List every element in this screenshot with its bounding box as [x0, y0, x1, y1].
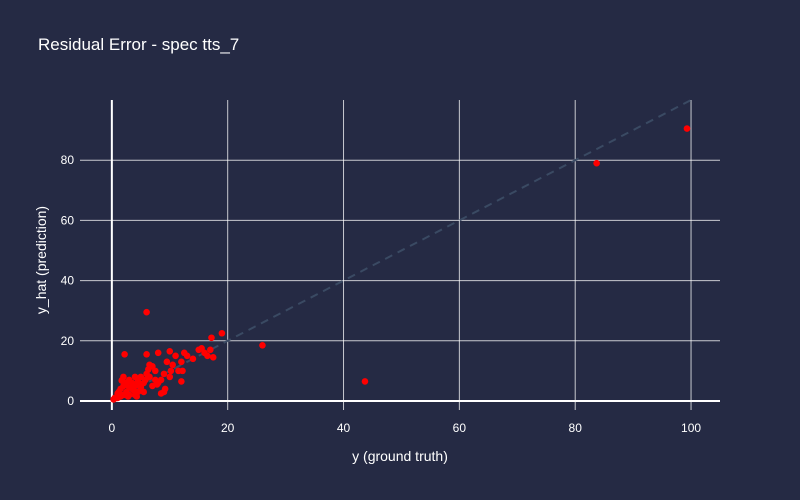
data-point[interactable]	[157, 390, 165, 397]
data-point[interactable]	[172, 352, 179, 360]
data-point[interactable]	[259, 341, 266, 349]
x-tick-label: 80	[569, 421, 583, 435]
data-point[interactable]	[178, 378, 185, 385]
data-point[interactable]	[178, 358, 185, 366]
reference-line-group	[111, 99, 692, 402]
data-point[interactable]	[209, 354, 217, 361]
data-point[interactable]	[361, 378, 369, 385]
y-tick-label: 40	[61, 274, 75, 288]
data-point[interactable]	[110, 396, 117, 403]
data-point[interactable]	[189, 355, 197, 363]
points-group	[110, 125, 691, 403]
data-point[interactable]	[593, 159, 600, 167]
data-point[interactable]	[179, 367, 186, 375]
y-axis-label: y_hat (prediction)	[33, 206, 49, 314]
data-point[interactable]	[218, 329, 226, 337]
data-point[interactable]	[166, 348, 174, 355]
x-axis-label: y (ground truth)	[352, 448, 448, 464]
data-point[interactable]	[166, 373, 174, 381]
y-tick-label: 60	[61, 213, 75, 227]
data-point[interactable]	[143, 351, 150, 358]
x-tick-label: 60	[453, 421, 467, 435]
data-point[interactable]	[167, 367, 175, 375]
data-point[interactable]	[131, 373, 139, 381]
data-point[interactable]	[160, 370, 168, 378]
x-tick-label: 40	[337, 421, 351, 435]
data-point[interactable]	[180, 349, 188, 357]
data-point[interactable]	[130, 387, 138, 394]
data-point[interactable]	[161, 385, 169, 393]
data-point[interactable]	[169, 361, 176, 369]
data-point[interactable]	[207, 346, 214, 354]
data-point[interactable]	[133, 393, 141, 400]
data-point[interactable]	[145, 366, 152, 373]
y-tick-label: 80	[61, 153, 75, 167]
data-point[interactable]	[683, 125, 691, 132]
data-point[interactable]	[124, 393, 132, 400]
data-point[interactable]	[208, 334, 215, 342]
x-tick-labels: 0 20 40 60 80 100	[109, 421, 702, 435]
reference-line	[111, 99, 692, 402]
data-point[interactable]	[195, 346, 203, 354]
y-tick-label: 20	[61, 334, 75, 348]
data-point[interactable]	[163, 358, 171, 366]
y-tick-labels: 0 20 40 60 80	[61, 153, 75, 408]
y-tick-label: 0	[67, 394, 74, 408]
chart-title: Residual Error - spec tts_7	[38, 35, 239, 54]
data-point[interactable]	[121, 351, 128, 358]
data-point[interactable]	[143, 308, 150, 316]
x-tick-label: 0	[109, 421, 116, 435]
data-point[interactable]	[118, 377, 126, 384]
grid	[80, 100, 720, 410]
data-point[interactable]	[154, 349, 162, 357]
data-point[interactable]	[153, 381, 161, 388]
x-tick-label: 100	[681, 421, 701, 435]
x-tick-label: 20	[221, 421, 235, 435]
